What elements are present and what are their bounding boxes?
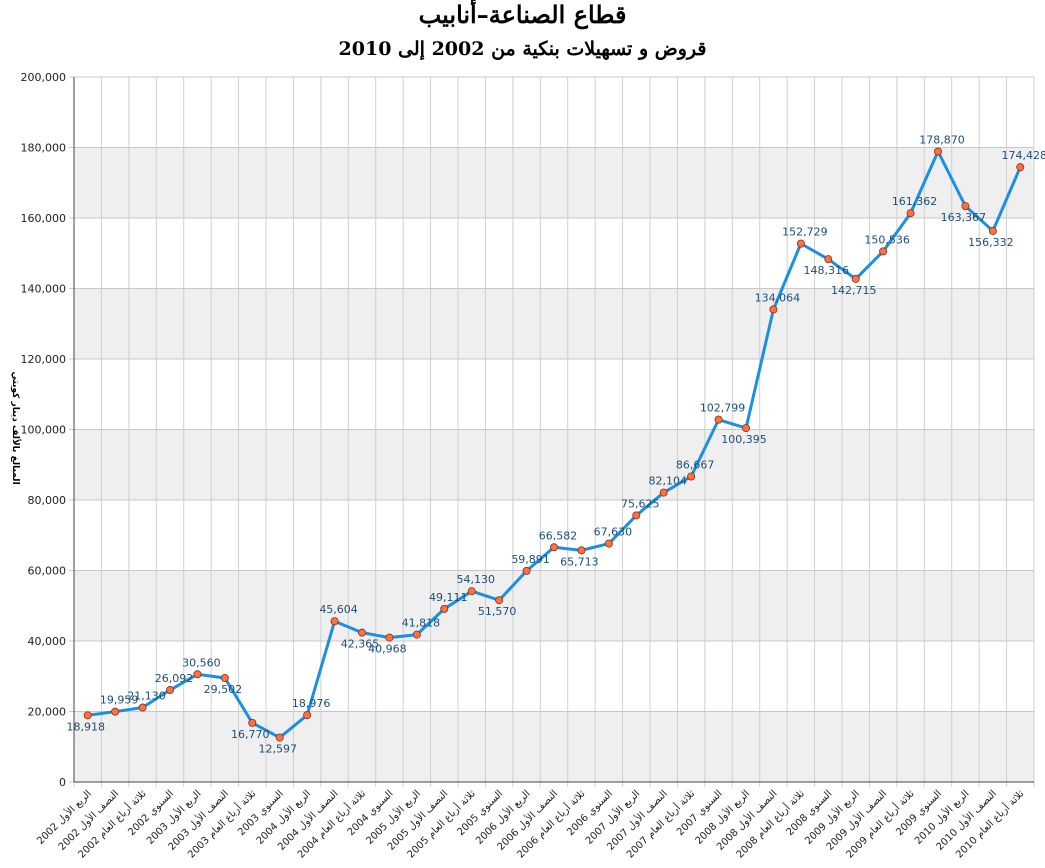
data-label: 30,560	[182, 656, 221, 669]
data-point	[961, 202, 970, 211]
data-label: 174,428	[1002, 149, 1045, 162]
data-point	[742, 424, 751, 433]
data-label: 41,818	[402, 617, 441, 630]
data-point	[165, 686, 174, 695]
data-point	[879, 247, 888, 256]
grid-band	[74, 711, 1034, 782]
data-label: 51,570	[478, 605, 517, 618]
data-label: 26,092	[155, 672, 194, 685]
grid-band	[74, 147, 1034, 218]
data-point	[220, 674, 229, 683]
grid-band	[74, 288, 1034, 359]
axes	[73, 77, 1034, 783]
data-point	[111, 707, 120, 716]
data-point	[687, 472, 696, 481]
y-tick-label: 0	[59, 776, 66, 789]
data-point	[632, 511, 641, 520]
data-label: 54,130	[456, 573, 495, 586]
y-tick-labels: 0 20,000 40,000 60,000 80,000 100,000 120,000 1…	[21, 71, 67, 789]
data-label: 29,502	[204, 683, 243, 696]
y-tick-label: 40,000	[28, 635, 67, 648]
data-point	[495, 596, 504, 605]
y-tick-label: 100,000	[21, 424, 67, 437]
data-point	[988, 226, 997, 235]
grid-band	[74, 570, 1034, 641]
y-tick-label: 80,000	[28, 494, 67, 507]
data-label: 16,770	[231, 728, 270, 741]
data-label: 150,536	[864, 233, 910, 246]
data-label: 18,918	[66, 720, 105, 733]
data-point	[522, 566, 531, 575]
data-point	[1016, 163, 1025, 172]
data-point	[769, 305, 778, 314]
data-label: 18,976	[292, 697, 331, 710]
grid-band	[74, 429, 1034, 500]
data-point	[138, 703, 147, 712]
data-label: 65,713	[560, 555, 599, 568]
data-label: 178,870	[919, 133, 965, 146]
data-label: 163,367	[941, 211, 987, 224]
data-label: 59,891	[511, 553, 550, 566]
data-point	[385, 633, 394, 642]
data-points	[83, 147, 1025, 742]
data-point	[248, 718, 257, 727]
data-label: 134,064	[755, 291, 801, 304]
data-label: 156,332	[968, 236, 1014, 249]
data-point	[714, 415, 723, 424]
data-label: 86,667	[676, 458, 715, 471]
data-point	[303, 711, 312, 720]
data-point	[659, 488, 668, 497]
data-point	[796, 239, 805, 248]
data-point	[83, 711, 92, 720]
data-label: 21,130	[127, 690, 166, 703]
y-tick-label: 180,000	[21, 142, 67, 155]
data-label: 67,630	[594, 526, 633, 539]
data-label: 40,968	[368, 643, 407, 656]
data-point	[851, 274, 860, 283]
data-point	[577, 546, 586, 555]
data-label: 19,959	[100, 694, 139, 707]
data-label: 161,362	[892, 195, 938, 208]
data-label: 75,625	[621, 497, 660, 510]
y-tick-label: 160,000	[21, 212, 67, 225]
data-point	[440, 604, 449, 613]
data-label: 42,365	[341, 638, 380, 651]
data-label: 12,597	[258, 743, 297, 756]
data-label: 66,582	[539, 529, 578, 542]
chart-subtitle: قروض و تسهيلات بنكية من 2002 إلى 2010	[338, 38, 707, 60]
chart-title: قطاع الصناعة–أنابيب	[418, 0, 627, 29]
grid-bands	[74, 147, 1034, 782]
data-label: 148,316	[804, 264, 850, 277]
data-label: 82,104	[648, 475, 687, 488]
data-point	[906, 209, 915, 218]
data-label: 102,799	[700, 402, 746, 415]
data-point	[934, 147, 943, 156]
data-label: 142,715	[831, 284, 877, 297]
y-tick-label: 140,000	[21, 283, 67, 296]
data-point	[550, 543, 559, 552]
y-tick-label: 60,000	[28, 565, 67, 578]
data-point	[604, 539, 613, 548]
data-label: 152,729	[782, 226, 828, 239]
data-point	[330, 617, 339, 626]
data-point	[275, 733, 284, 742]
data-point	[412, 630, 421, 639]
data-point	[467, 587, 476, 596]
y-tick-label: 120,000	[21, 353, 67, 366]
data-label: 45,604	[319, 603, 358, 616]
y-tick-label: 200,000	[21, 71, 67, 84]
data-label: 100,395	[721, 433, 767, 446]
data-point	[824, 255, 833, 264]
data-point	[193, 670, 202, 679]
vertical-gridlines	[73, 77, 1035, 787]
y-tick-label: 20,000	[28, 706, 67, 719]
data-label: 49,111	[429, 591, 468, 604]
data-point	[357, 628, 366, 637]
y-axis-label: المبالغ بالألف دينار كويتي	[10, 371, 22, 484]
